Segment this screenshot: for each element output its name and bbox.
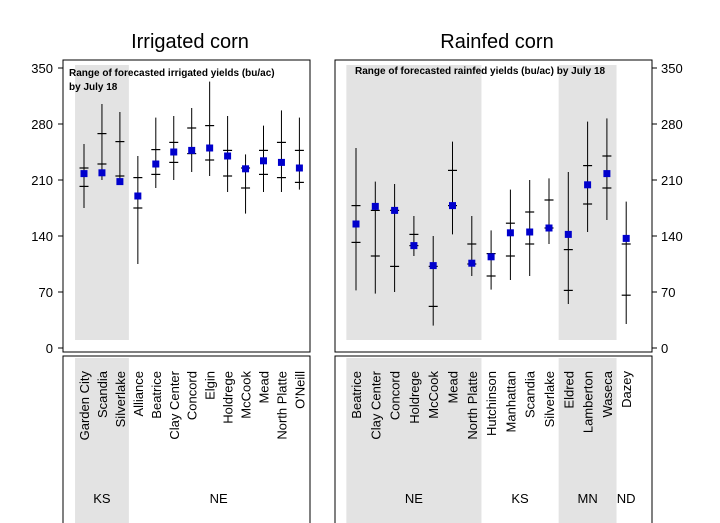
rainfed-dazey-forecast-point: [622, 234, 630, 242]
rainfed-state-label-nd: ND: [617, 491, 636, 506]
rainfed-mead-forecast-point: [449, 202, 456, 210]
irrigated-corn-title: Irrigated corn: [131, 31, 249, 53]
irrigated-site-labels: KS NE Garden City Scandia Silverlake Alliance…: [62, 355, 311, 523]
rainfed-eldred-site-label: Eldred: [561, 371, 576, 409]
rainfed-concord-site-label: Concord: [388, 371, 403, 420]
irrigated-label-shade-ks: [75, 358, 129, 523]
irrigated-beatrice-site-label: Beatrice: [149, 371, 164, 419]
rainfed-state-label-ne: NE: [405, 491, 423, 506]
irrigated-state-label-ks: KS: [93, 491, 111, 506]
irrigated-mccook-forecast-point: [242, 165, 250, 173]
rainfed-ytick-label: 140: [661, 229, 683, 244]
irrigated-ytick-label: 210: [31, 173, 53, 188]
rainfed-waseca-site-label: Waseca: [600, 370, 615, 417]
rainfed-corn-title: Rainfed corn: [440, 31, 553, 53]
rainfed-shade-ne: [346, 65, 482, 340]
irrigated-corn-panel: Irrigated corn 0 70 140 210 280 350 Range of f…: [31, 31, 311, 523]
rainfed-ytick-label: 70: [661, 285, 675, 300]
irrigated-ytick-label: 140: [31, 229, 53, 244]
irrigated-beatrice-forecast-point: [152, 160, 160, 168]
irrigated-plot-area: 0 70 140 210 280 350 Range of forecasted irrig…: [31, 59, 311, 356]
rainfed-site-labels: NE KS MN ND Beatrice Clay Center Concord Holdre…: [334, 355, 653, 523]
rainfed-ytick-label: 0: [661, 341, 668, 356]
irrigated-concord-forecast-point: [188, 146, 196, 154]
rainfed-state-label-ks: KS: [511, 491, 529, 506]
irrigated-elgin-forecast-point: [206, 144, 214, 152]
rainfed-holdrege-forecast-point: [410, 242, 418, 250]
rainfed-lamberton-site-label: Lamberton: [581, 371, 596, 433]
irrigated-ytick-label: 70: [39, 285, 53, 300]
irrigated-north-platte-site-label: North Platte: [274, 371, 289, 440]
rainfed-label-shade-ne: [346, 358, 482, 523]
rainfed-scandia-site-label: Scandia: [523, 370, 538, 418]
irrigated-mead-forecast-point: [260, 157, 267, 165]
rainfed-lamberton-forecast-point: [584, 181, 592, 189]
irrigated-clay-center-forecast-point: [170, 148, 178, 156]
irrigated-elgin-site-label: Elgin: [203, 371, 218, 400]
irrigated-scandia-forecast-point: [98, 169, 106, 177]
rainfed-dazey-site-label: Dazey: [619, 371, 634, 408]
rainfed-eldred-forecast-point: [564, 230, 572, 238]
irrigated-north-platte-forecast-point: [277, 158, 285, 166]
rainfed-ytick-label: 350: [661, 61, 683, 76]
irrigated-ytick-label: 280: [31, 117, 53, 132]
irrigated-mccook-site-label: McCook: [239, 371, 254, 419]
rainfed-label-frame: [334, 355, 653, 523]
rainfed-hutchinson-forecast-point: [487, 253, 495, 261]
irrigated-state-label-ne: NE: [210, 491, 228, 506]
rainfed-annotation: Range of forecasted rainfed yields (bu/a…: [355, 66, 606, 77]
rainfed-mccook-forecast-point: [429, 262, 437, 270]
rainfed-plot-frame: [334, 59, 653, 353]
rainfed-silverlake-site-label: Silverlake: [542, 371, 557, 427]
irrigated-mead-site-label: Mead: [257, 371, 272, 404]
rainfed-clay-center-forecast-point: [371, 202, 379, 210]
irrigated-alliance-forecast-point: [134, 192, 142, 200]
rainfed-beatrice-site-label: Beatrice: [349, 371, 364, 419]
irrigated-ytick-label: 350: [31, 61, 53, 76]
rainfed-manhattan-site-label: Manhattan: [503, 371, 518, 432]
rainfed-ytick-label: 280: [661, 117, 683, 132]
irrigated-garden-city-forecast-point: [80, 170, 88, 178]
irrigated-alliance-site-label: Alliance: [131, 371, 146, 417]
rainfed-state-label-mn: MN: [577, 491, 597, 506]
rainfed-silverlake-forecast-point: [545, 224, 553, 232]
rainfed-plot-area: 0 70 140 210 280 350 Range of forecasted rainf…: [334, 59, 683, 356]
rainfed-concord-forecast-point: [391, 206, 399, 214]
irrigated-annotation: Range of forecasted irrigated yields (bu…: [69, 68, 275, 79]
irrigated-holdrege-site-label: Holdrege: [221, 371, 236, 424]
irrigated-clay-center-site-label: Clay Center: [167, 370, 182, 439]
irrigated-garden-city-site-label: Garden City: [77, 371, 92, 441]
irrigated-annotation: by July 18: [69, 82, 118, 93]
irrigated-label-frame: [62, 355, 311, 523]
irrigated-ytick-label: 0: [46, 341, 53, 356]
irrigated-holdrege-forecast-point: [224, 152, 232, 160]
rainfed-hutchinson-site-label: Hutchinson: [484, 371, 499, 436]
irrigated-o-neill-forecast-point: [295, 164, 303, 172]
rainfed-waseca-forecast-point: [603, 170, 611, 178]
rainfed-holdrege-site-label: Holdrege: [407, 371, 422, 424]
rainfed-label-shade-mn: [558, 358, 617, 523]
rainfed-manhattan-forecast-point: [506, 229, 514, 237]
irrigated-silverlake-forecast-point: [116, 178, 124, 186]
rainfed-north-platte-forecast-point: [468, 259, 476, 267]
rainfed-scandia-forecast-point: [526, 228, 534, 236]
irrigated-scandia-site-label: Scandia: [95, 370, 110, 418]
rainfed-clay-center-site-label: Clay Center: [368, 370, 383, 439]
rainfed-mead-site-label: Mead: [446, 371, 461, 404]
irrigated-o-neill-site-label: O'Neill: [292, 371, 307, 409]
rainfed-north-platte-site-label: North Platte: [465, 371, 480, 440]
rainfed-ytick-label: 210: [661, 173, 683, 188]
irrigated-concord-site-label: Concord: [185, 371, 200, 420]
rainfed-mccook-site-label: McCook: [426, 371, 441, 419]
rainfed-corn-panel: Rainfed corn 0 70 140 210 280 350 Range of for…: [334, 31, 683, 523]
irrigated-plot-frame: [62, 59, 311, 353]
rainfed-beatrice-forecast-point: [352, 220, 360, 228]
irrigated-silverlake-site-label: Silverlake: [113, 371, 128, 427]
